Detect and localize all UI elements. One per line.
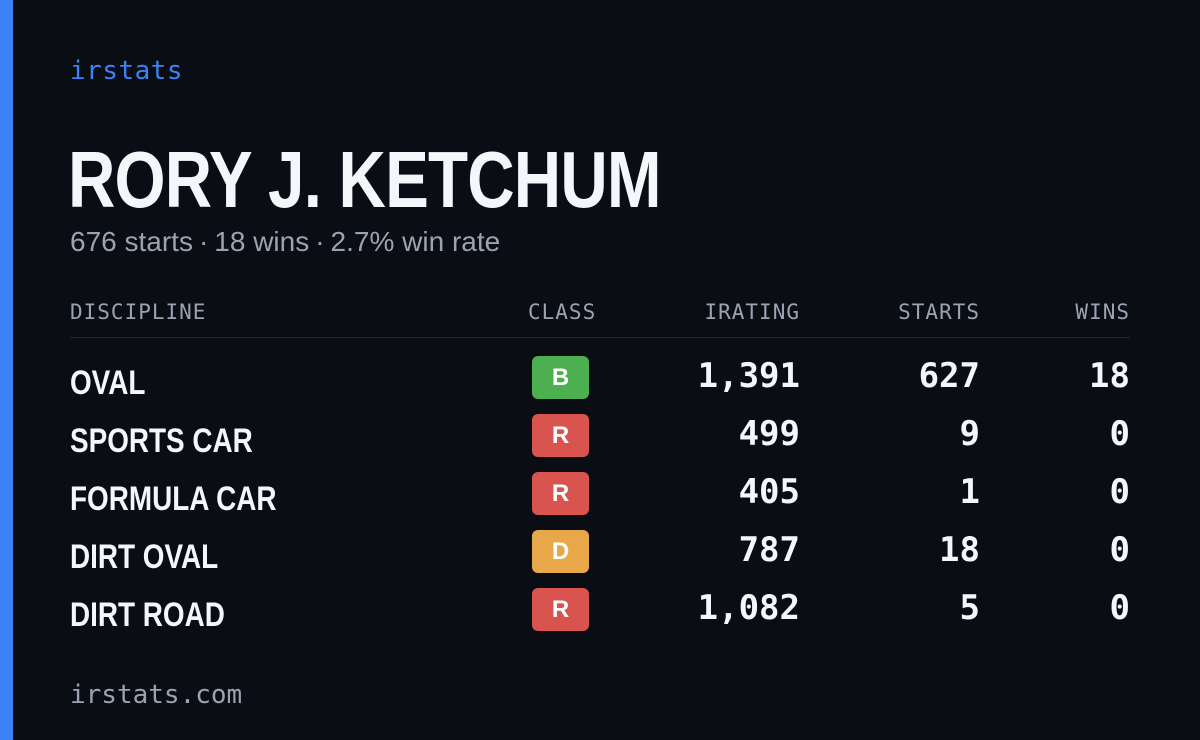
- header-wins: WINS: [1075, 300, 1130, 324]
- driver-summary: 676 starts · 18 wins · 2.7% win rate: [70, 226, 500, 258]
- header-discipline: DISCIPLINE: [70, 300, 207, 324]
- wins-value: 0: [1109, 414, 1130, 454]
- irating-value: 1,391: [697, 356, 800, 396]
- starts-value: 5: [959, 588, 980, 628]
- class-badge: R: [532, 588, 589, 631]
- header-starts: STARTS: [898, 300, 980, 324]
- table-header: DISCIPLINE CLASS IRATING STARTS WINS: [70, 296, 1130, 338]
- starts-value: 9: [959, 414, 980, 454]
- starts-value: 627: [918, 356, 980, 396]
- discipline-name: SPORTS CAR: [70, 422, 253, 460]
- driver-name: RORY J. KETCHUM: [68, 135, 662, 224]
- table-row: SPORTS CAR R 499 9 0: [70, 412, 1130, 470]
- discipline-table: DISCIPLINE CLASS IRATING STARTS WINS OVA…: [70, 296, 1130, 634]
- separator: ·: [198, 226, 209, 257]
- separator: ·: [315, 226, 325, 257]
- wins-value: 18: [1089, 356, 1130, 396]
- class-badge: R: [532, 414, 589, 457]
- discipline-name: OVAL: [70, 364, 146, 402]
- wins-value: 0: [1109, 472, 1130, 512]
- header-irating: IRATING: [704, 300, 800, 324]
- table-body: OVAL B 1,391 627 18 SPORTS CAR R 499 9 0…: [70, 354, 1130, 644]
- class-badge: D: [532, 530, 589, 573]
- brand-logo: irstats: [70, 56, 184, 86]
- wins-summary: 18 wins: [214, 226, 310, 257]
- class-badge: B: [532, 356, 589, 399]
- irating-value: 1,082: [697, 588, 800, 628]
- table-row: OVAL B 1,391 627 18: [70, 354, 1130, 412]
- header-class: CLASS: [528, 300, 597, 324]
- starts-value: 1: [959, 472, 980, 512]
- table-row: DIRT ROAD R 1,082 5 0: [70, 586, 1130, 644]
- discipline-name: DIRT ROAD: [70, 596, 225, 634]
- irating-value: 405: [738, 472, 800, 512]
- footer-url: irstats.com: [70, 680, 243, 710]
- class-badge: R: [532, 472, 589, 515]
- irating-value: 499: [738, 414, 800, 454]
- accent-bar: [0, 0, 13, 740]
- win-rate-summary: 2.7% win rate: [330, 226, 501, 257]
- starts-summary: 676 starts: [70, 226, 193, 257]
- discipline-name: FORMULA CAR: [70, 480, 277, 518]
- discipline-name: DIRT OVAL: [70, 538, 219, 576]
- wins-value: 0: [1109, 588, 1130, 628]
- wins-value: 0: [1109, 530, 1130, 570]
- starts-value: 18: [939, 530, 980, 570]
- table-row: DIRT OVAL D 787 18 0: [70, 528, 1130, 586]
- irating-value: 787: [738, 530, 800, 570]
- table-row: FORMULA CAR R 405 1 0: [70, 470, 1130, 528]
